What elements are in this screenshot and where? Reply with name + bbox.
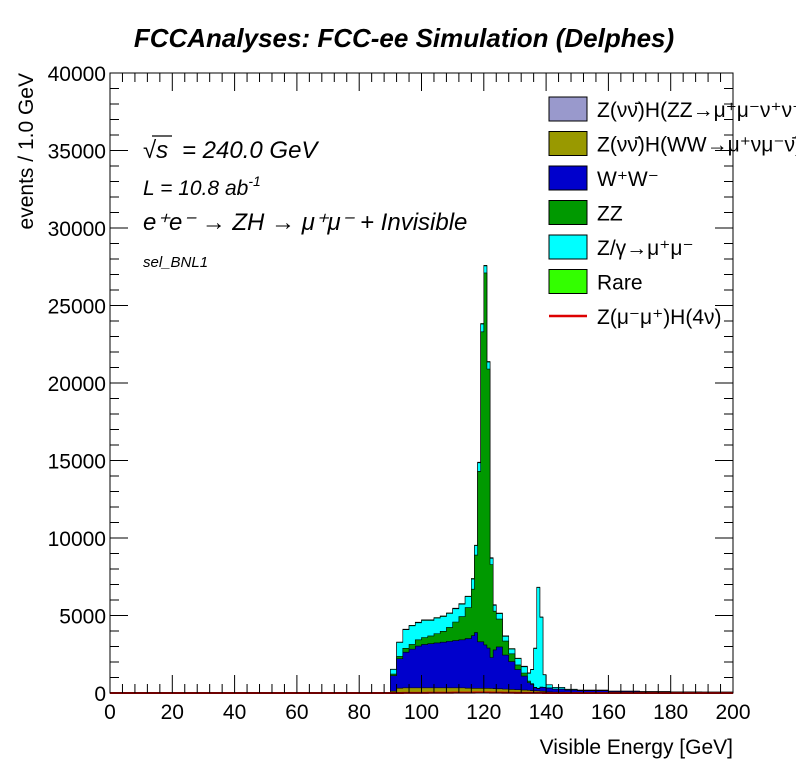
y-tick-label: 30000 (48, 218, 106, 241)
y-axis-label: events / 1.0 GeV (15, 73, 38, 229)
x-tick-label: 80 (348, 701, 371, 724)
legend-swatch-w-w (548, 165, 588, 191)
legend-label-rare: Rare (597, 272, 643, 295)
legend-label-zz: ZZ (597, 203, 623, 226)
x-tick-label: 20 (161, 701, 184, 724)
y-tick-label: 10000 (48, 528, 106, 551)
luminosity-exponent: -1 (248, 173, 260, 189)
x-tick-label: 40 (223, 701, 246, 724)
annotation-process: e⁺e⁻ → ZH → μ⁺μ⁻ + Invisible (143, 209, 467, 236)
y-tick-label: 5000 (59, 606, 106, 629)
x-tick-label: 200 (715, 701, 750, 724)
annotation-luminosity: L = 10.8 ab-1 (143, 173, 261, 200)
y-tick-label: 40000 (48, 63, 106, 86)
x-tick-label: 120 (466, 701, 501, 724)
y-tick-label: 25000 (48, 296, 106, 319)
axes: 0 20 40 60 80 100 120 140 160 180 200 0 5000 10000 150… (48, 63, 751, 724)
annotation-selection: sel_BNL1 (143, 254, 208, 271)
legend-label-z-h-zz: Z(νν̄)H(ZZ→μ⁺μ⁻ν⁺ν⁻) (597, 99, 796, 122)
plot-frame (109, 72, 734, 694)
x-tick-label: 0 (104, 701, 116, 724)
x-axis-label: Visible Energy [GeV] (540, 736, 733, 759)
legend-label-z-h-4: Z(μ⁻μ⁺)H(4ν) (597, 306, 722, 329)
annotation-sqrt-s: = 240.0 GeV (182, 137, 319, 164)
y-tick-label: 0 (94, 683, 106, 706)
legend-label-w-w: W⁺W⁻ (597, 168, 659, 191)
annotation-block: √s = 240.0 GeV L = 10.8 ab-1 e⁺e⁻ → ZH →… (143, 135, 467, 271)
x-tick-label: 160 (591, 701, 626, 724)
chart-title: FCCAnalyses: FCC-ee Simulation (Delphes) (134, 23, 674, 53)
luminosity-value: L = 10.8 ab (143, 177, 249, 200)
legend-swatch-zz (548, 200, 588, 225)
legend-swatch-z-h-zz (548, 96, 588, 122)
legend-swatch-z-h-ww (548, 131, 588, 156)
x-tick-label: 100 (404, 701, 439, 724)
x-tick-label: 140 (529, 701, 564, 724)
annotation-sqrt-symbol: √s (143, 137, 168, 164)
legend-swatch-z (548, 234, 588, 260)
legend: Z(νν̄)H(ZZ→μ⁺μ⁻ν⁺ν⁻) Z(νν̄)H(WW→μ⁺νμ⁻ν̄) W… (548, 96, 796, 329)
legend-label-z: Z/γ→μ⁺μ⁻ (597, 237, 694, 260)
y-tick-label: 35000 (48, 141, 106, 164)
y-tick-label: 20000 (48, 373, 106, 396)
legend-label-z-h-ww: Z(νν̄)H(WW→μ⁺νμ⁻ν̄) (597, 134, 796, 157)
y-tick-label: 15000 (48, 451, 106, 474)
stack-area-w-w (384, 632, 734, 694)
x-tick-label: 180 (653, 701, 688, 724)
x-tick-label: 60 (285, 701, 308, 724)
legend-swatch-rare (548, 269, 588, 294)
